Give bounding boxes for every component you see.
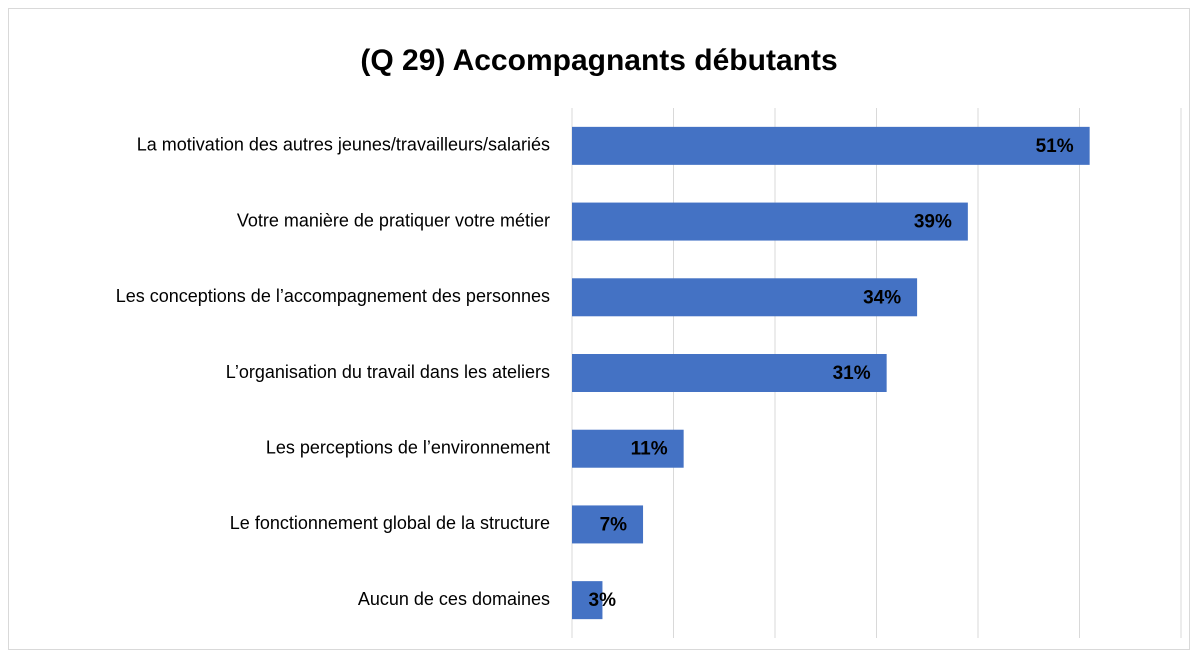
y-tick-label: Aucun de ces domaines [358, 589, 550, 609]
bar [572, 202, 968, 241]
data-label: 34% [863, 287, 901, 308]
y-tick-label: Votre manière de pratiquer votre métier [237, 210, 550, 230]
chart-border [8, 8, 1190, 650]
y-tick-label: Le fonctionnement global de la structure [230, 513, 550, 533]
y-tick-label: Les conceptions de l’accompagnement des … [116, 286, 550, 306]
y-tick-label: La motivation des autres jeunes/travaill… [137, 135, 550, 155]
data-label: 7% [600, 514, 628, 535]
data-label: 11% [631, 439, 668, 460]
data-label: 39% [914, 212, 952, 233]
chart-title: (Q 29) Accompagnants débutants [360, 44, 837, 77]
data-label: 3% [589, 590, 617, 611]
data-label: 31% [833, 363, 871, 384]
bar [572, 429, 684, 468]
bar [572, 278, 918, 317]
bar [572, 126, 1090, 165]
bar [572, 505, 644, 544]
data-label: 51% [1036, 136, 1074, 157]
y-tick-label: L’organisation du travail dans les ateli… [226, 362, 550, 382]
bar [572, 354, 887, 392]
y-tick-label: Les perceptions de l’environnement [266, 437, 550, 457]
bar [572, 581, 603, 620]
